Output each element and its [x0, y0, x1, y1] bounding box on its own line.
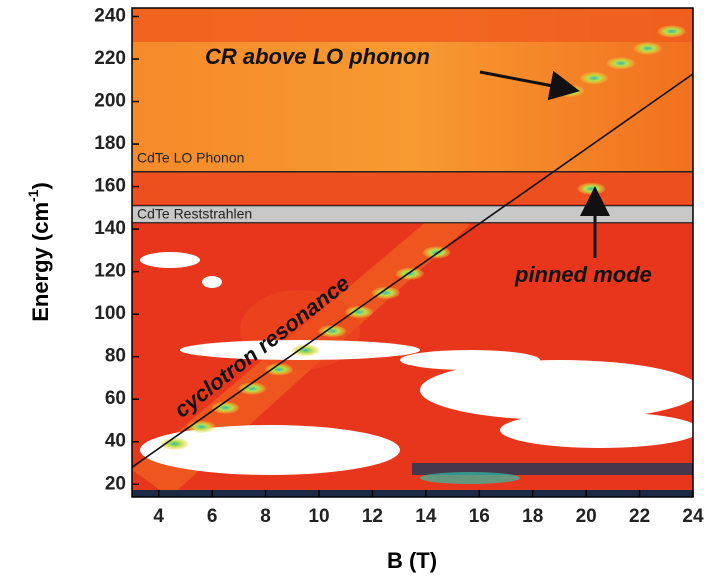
x-axis-title: B (T)	[387, 548, 437, 573]
annotation: CR above LO phonon	[205, 44, 430, 69]
y-tick-label: 120	[94, 261, 126, 282]
resonance-point	[657, 25, 686, 38]
y-tick-label: 220	[94, 48, 126, 69]
y-tick-label: 200	[94, 91, 126, 112]
resonance-point	[264, 363, 293, 376]
reststrahlen-band	[132, 205, 693, 224]
y-axis-title-end: )	[28, 182, 53, 189]
resonance-point	[371, 286, 400, 299]
resonance-point	[633, 42, 662, 55]
y-tick-label: 100	[94, 303, 126, 324]
heatmap-background	[132, 8, 693, 497]
x-tick-label: 16	[469, 506, 490, 527]
resonance-point	[291, 344, 320, 357]
resonance-point	[187, 420, 216, 433]
resonance-point	[238, 382, 267, 395]
x-tick-label: 14	[415, 506, 437, 527]
y-axis-title: Energy (cm-1)	[25, 182, 53, 322]
fit-line	[132, 73, 693, 468]
x-tick-label: 22	[629, 506, 650, 527]
x-tick-label: 12	[362, 506, 383, 527]
resonance-point	[318, 325, 347, 338]
annotation: pinned mode	[514, 262, 652, 287]
resonance-point	[345, 306, 374, 319]
x-tick-label: 10	[308, 506, 329, 527]
y-tick-label: 20	[105, 473, 126, 494]
resonance-point	[577, 182, 606, 195]
y-axis-title-sup: -1	[25, 189, 41, 202]
resonance-point	[160, 437, 189, 450]
y-tick-label: 240	[94, 6, 126, 27]
resonance-point	[395, 267, 424, 280]
resonance-point	[211, 401, 240, 414]
x-tick-label: 24	[682, 506, 704, 527]
y-axis-title-main: Energy (cm	[28, 202, 53, 322]
resonance-point	[606, 57, 635, 70]
y-tick-label: 140	[94, 218, 126, 239]
plot-frame	[131, 7, 694, 498]
y-tick-label: 80	[105, 346, 126, 367]
x-tick-label: 18	[522, 506, 543, 527]
x-tick-label: 4	[153, 506, 164, 527]
y-tick-label: 40	[105, 431, 126, 452]
lo-phonon-label: CdTe LO Phonon	[137, 150, 244, 166]
x-tick-label: 6	[207, 506, 218, 527]
resonance-point	[422, 246, 451, 259]
resonance-point	[580, 72, 609, 85]
y-tick-label: 180	[94, 133, 126, 154]
y-tick-label: 60	[105, 388, 126, 409]
x-tick-label: 8	[260, 506, 271, 527]
reststrahlen-label: CdTe Reststrahlen	[137, 206, 252, 222]
y-tick-label: 160	[94, 176, 126, 197]
x-tick-label: 20	[576, 506, 597, 527]
arrow	[479, 70, 580, 101]
